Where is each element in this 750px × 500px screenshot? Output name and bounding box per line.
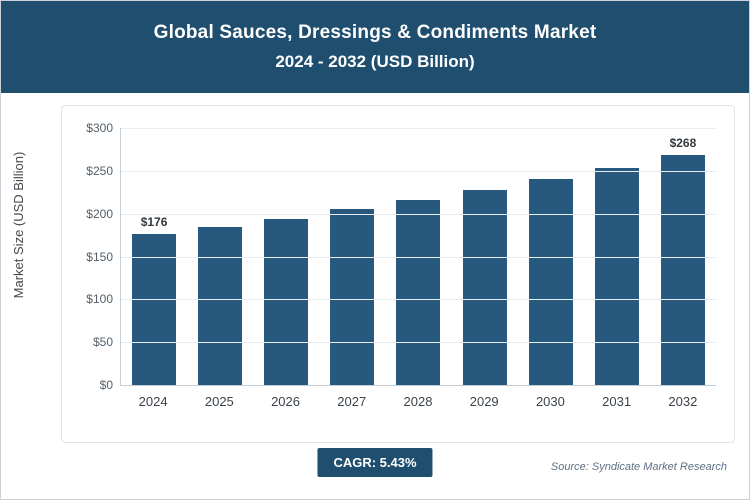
bar-2031 [594,168,639,385]
bar-2027 [330,209,375,385]
bar-2028 [396,199,441,385]
x-tick-label-2025: 2025 [204,394,234,409]
x-tick-label-2024: 2024 [138,394,168,409]
gridline [121,299,716,301]
source-text: Source: Syndicate Market Research [550,461,727,473]
cagr-badge: CAGR: 5.43% [317,448,433,477]
y-tick-label: $50 [92,335,113,350]
bar-2030 [528,179,573,385]
x-tick-label-2027: 2027 [337,394,367,409]
x-tick-label-2029: 2029 [469,394,499,409]
gridline [121,213,716,215]
y-tick-label: $150 [86,249,113,264]
bar-column-2024: $176 [132,128,177,385]
gridline [121,170,716,172]
chart-area: Market Size (USD Billion) $176 $268 $300 $… [11,105,735,443]
bar-2024 [132,234,177,385]
chart-subtitle: 2024 - 2032 (USD Billion) [275,52,475,71]
chart-title: Global Sauces, Dressings & Condiments Ma… [153,22,597,43]
bar-column-2028 [396,128,441,385]
y-tick-label: $250 [86,163,113,178]
x-tick-label-2030: 2030 [535,394,565,409]
x-tick-label-2026: 2026 [271,394,300,409]
bar-column-2032: $268 [660,128,705,385]
x-tick-label-2031: 2031 [602,394,632,409]
bar-value-label: $268 [669,136,697,151]
y-tick-label: $300 [86,121,113,135]
bar-2032 [660,155,705,385]
gridline [121,342,716,344]
plot-area: $176 $268 $300 $250 $200 $150 $100 $50 $0 [86,121,716,392]
bar-column-2027 [330,128,375,385]
bar-value-label: $176 [140,215,168,230]
bar-column-2025 [198,128,243,385]
x-axis-labels: 2024 2025 2026 2027 2028 2029 2030 2031 2032 [120,394,716,409]
y-tick-label: $0 [99,378,113,392]
bar-column-2026 [264,128,309,385]
bar-2025 [198,227,243,385]
plot-panel: $176 $268 $300 $250 $200 $150 $100 $50 $0 2024 2… [61,105,735,443]
bar-2026 [264,218,309,385]
chart-header: Global Sauces, Dressings & Condiments Ma… [1,1,749,93]
y-tick-label: $200 [86,206,113,221]
bars-container: $176 $268 [121,128,716,385]
bar-column-2031 [594,128,639,385]
y-tick-label: $100 [86,292,113,307]
bar-2029 [462,189,507,385]
gridline [121,128,716,129]
x-tick-label-2028: 2028 [403,394,433,409]
y-axis-title: Market Size (USD Billion) [11,151,26,299]
gridline [121,256,716,258]
bar-column-2029 [462,128,507,385]
x-tick-label-2032: 2032 [668,394,698,409]
